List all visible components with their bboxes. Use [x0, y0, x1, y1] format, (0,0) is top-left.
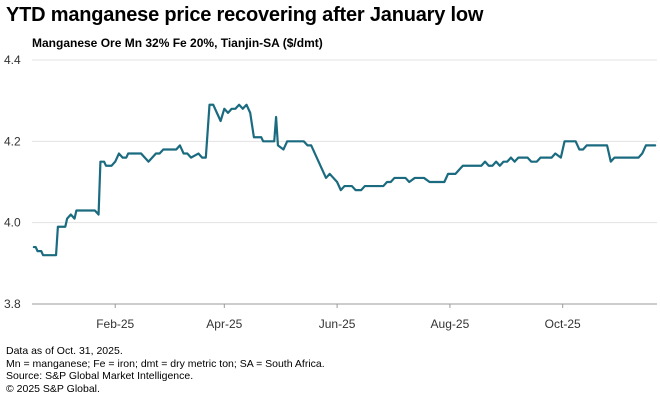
y-tick-label: 3.8: [4, 297, 21, 311]
chart-notes: Data as of Oct. 31, 2025. Mn = manganese…: [6, 345, 325, 395]
series-line: [32, 103, 657, 257]
note-source: Source: S&P Global Market Intelligence.: [6, 370, 194, 382]
y-tick-label: 4.0: [4, 216, 21, 230]
chart-title: YTD manganese price recovering after Jan…: [6, 4, 484, 26]
y-tick-label: 4.4: [4, 53, 21, 67]
x-tick-label: Feb-25: [96, 317, 134, 331]
x-tick-label: Jun-25: [319, 317, 356, 331]
x-tick-label: Aug-25: [431, 317, 470, 331]
note-data-date: Data as of Oct. 31, 2025.: [6, 345, 123, 357]
x-tick-label: Apr-25: [206, 317, 242, 331]
note-abbreviations: Mn = manganese; Fe = iron; dmt = dry met…: [6, 357, 325, 370]
y-tick-label: 4.2: [4, 134, 21, 148]
chart-subtitle: Manganese Ore Mn 32% Fe 20%, Tianjin-SA …: [32, 36, 323, 50]
x-tick-label: Oct-25: [545, 317, 581, 331]
note-copyright: © 2025 S&P Global.: [6, 382, 100, 395]
